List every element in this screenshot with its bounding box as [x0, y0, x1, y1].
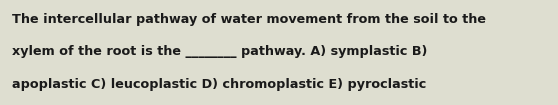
Text: apoplastic C) leucoplastic D) chromoplastic E) pyroclastic: apoplastic C) leucoplastic D) chromoplas… — [12, 78, 426, 91]
Text: The intercellular pathway of water movement from the soil to the: The intercellular pathway of water movem… — [12, 13, 486, 26]
Text: xylem of the root is the ________ pathway. A) symplastic B): xylem of the root is the ________ pathwa… — [12, 45, 427, 58]
